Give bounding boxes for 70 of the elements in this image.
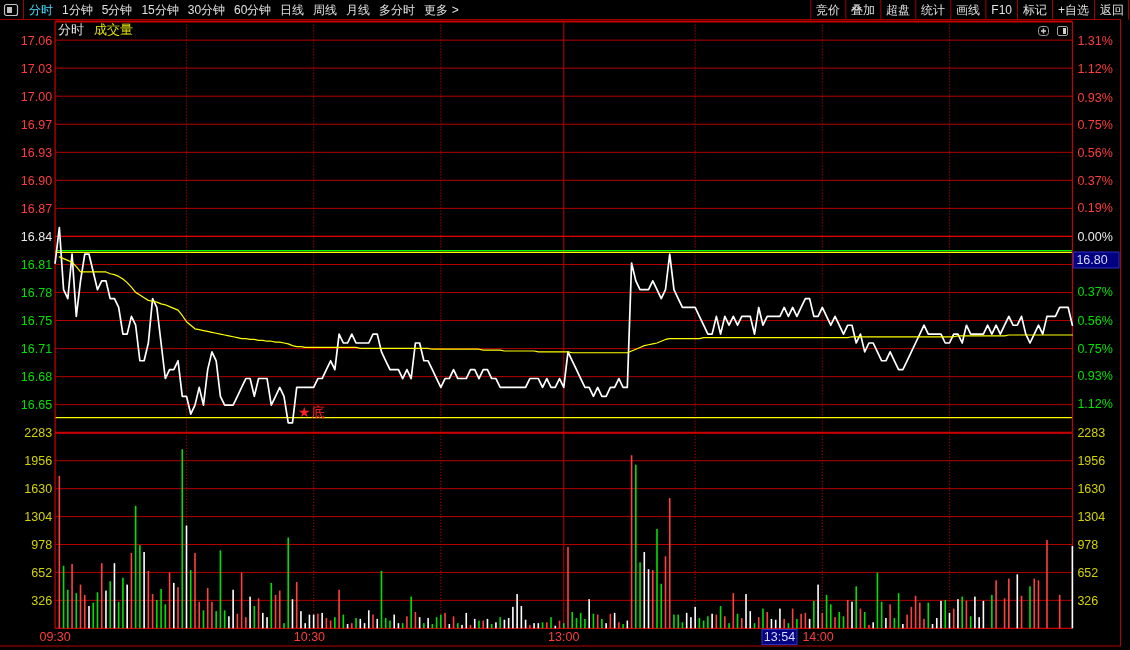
text: 超盘 [886,2,911,17]
text: 月线 [346,2,371,17]
text: 标记 [1021,2,1047,17]
y-tick-label: 1630 [24,482,53,497]
y-tick-label: 978 [31,537,53,552]
text: 多分时 [379,2,416,17]
x-tick-label: 10:30 [293,630,326,645]
y-tick-label: 2283 [24,426,53,441]
y-tick-label: 326 [31,593,53,608]
y-tick-label: 16.71 [20,341,53,356]
y2-tick-label: 652 [1077,565,1099,580]
y-tick-label: 16.87 [20,201,53,216]
text: 30分钟 [187,2,226,17]
y-tick-label: 16.68 [20,370,53,385]
text: +自选 [1057,2,1089,17]
y2-tick-label: 0.56% [1077,313,1113,328]
y2-tick-label: 0.00% [1077,229,1113,244]
text: 返回 [1100,2,1124,17]
y2-tick-label: 2283 [1077,426,1106,441]
chart-title: 成交量 [94,22,133,38]
y-tick-label: 16.97 [20,117,53,132]
y2-tick-label: 1.12% [1077,397,1113,412]
chart-title: 分时 [58,23,84,38]
text: 13:54 [763,630,796,645]
text: 竞价 [816,2,841,17]
x-tick-label: 09:30 [39,630,71,645]
y-tick-label: 1956 [24,454,53,469]
y-tick-label: 16.75 [20,313,53,328]
y2-tick-label: 0.75% [1077,342,1113,357]
x-tick-label: 14:00 [802,630,834,645]
annotation: ★底 [298,404,325,420]
y2-tick-label: 0.37% [1077,285,1113,300]
text: 叠加 [851,2,876,17]
y-tick-label: 16.65 [20,398,53,413]
y-tick-label: 16.90 [20,173,53,188]
text: 15分钟 [141,2,179,17]
text: 周线 [313,2,338,17]
x-tick-label: 13:00 [548,630,580,645]
text: 16.80 [1076,253,1108,268]
text: 5分钟 [101,2,133,17]
y2-tick-label: 1.12% [1077,62,1113,77]
text: 统计 [921,2,946,17]
y-tick-label: 17.03 [20,61,53,76]
y2-tick-label: 0.93% [1077,90,1113,105]
y2-tick-label: 0.19% [1077,201,1113,216]
y2-tick-label: 1956 [1077,454,1106,469]
text: 分时 [29,2,53,17]
text: 画线 [956,2,981,17]
y2-tick-label: 1630 [1077,482,1106,497]
text: F10 [991,2,1013,17]
y-tick-label: 17.00 [20,89,53,104]
y-tick-label: 17.06 [20,33,53,48]
text: 60分钟 [234,2,272,17]
y2-tick-label: 1.31% [1077,33,1113,48]
text: 日线 [280,2,305,17]
text: 1分钟 [62,2,93,17]
y2-tick-label: 978 [1077,537,1099,552]
y-tick-label: 1304 [24,509,53,524]
y-tick-label: 16.78 [20,285,53,300]
y2-tick-label: 0.93% [1077,368,1113,383]
y-tick-label: 16.93 [20,145,53,160]
text: 更多 > [424,2,459,17]
y-tick-label: 652 [31,565,53,580]
y-tick-label: 16.81 [20,257,53,272]
y2-tick-label: 0.56% [1077,146,1113,161]
y2-tick-label: 326 [1077,593,1099,608]
y-tick-label: 16.84 [20,229,53,244]
y2-tick-label: 0.75% [1077,117,1113,132]
y2-tick-label: 1304 [1077,509,1106,524]
y2-tick-label: 0.37% [1077,174,1113,189]
